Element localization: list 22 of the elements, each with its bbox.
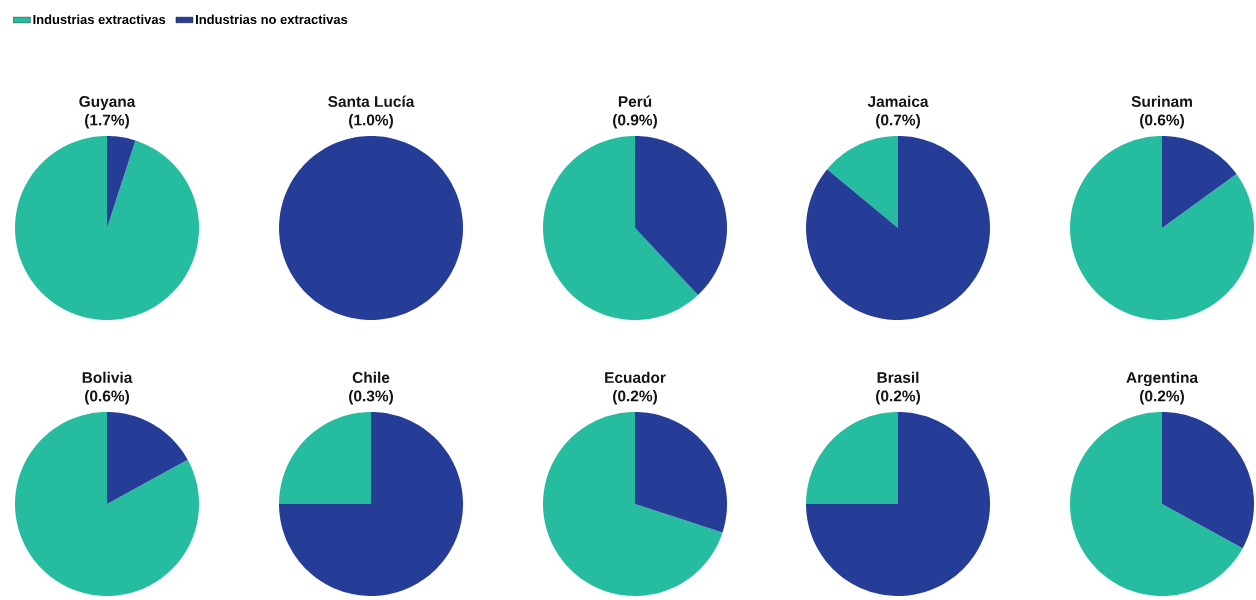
chart-subtitle: (0.7%) [876, 114, 920, 129]
chart-subtitle: (0.2%) [613, 390, 657, 405]
chart-title: Santa Lucía [328, 95, 415, 108]
chart-subtitle: (1.0%) [349, 114, 393, 129]
chart-title: Perú [618, 95, 652, 108]
legend-label: Industrias extractivas [33, 14, 166, 25]
chart-subtitle: (0.9%) [613, 114, 657, 129]
chart-subtitle: (0.6%) [85, 390, 129, 405]
chart-title: Surinam [1131, 95, 1192, 108]
chart-subtitle: (0.3%) [349, 390, 393, 405]
chart-title: Jamaica [867, 95, 929, 108]
chart-title: Argentina [1126, 371, 1199, 387]
chart-subtitle: (0.2%) [876, 390, 920, 405]
chart-subtitle: (0.2%) [1140, 390, 1184, 405]
chart-title: Bolivia [82, 371, 133, 384]
chart-subtitle: (0.6%) [1140, 114, 1184, 129]
text: Guyana [79, 96, 136, 111]
chart-title: Chile [352, 371, 390, 384]
legend-label: Industrias no extractivas [196, 14, 348, 25]
chart-title: Ecuador [605, 371, 666, 384]
chart-title: Brasil [877, 371, 919, 384]
text: (1.7%) [85, 114, 129, 129]
